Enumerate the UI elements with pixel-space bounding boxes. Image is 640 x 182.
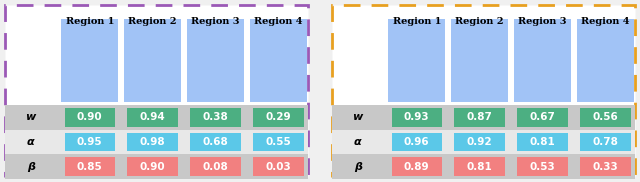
Bar <box>5 105 308 130</box>
FancyBboxPatch shape <box>127 108 178 127</box>
Text: α: α <box>27 137 35 147</box>
FancyBboxPatch shape <box>191 157 241 176</box>
Bar <box>388 19 445 102</box>
Text: 0.85: 0.85 <box>77 162 102 172</box>
FancyBboxPatch shape <box>127 157 178 176</box>
FancyBboxPatch shape <box>191 108 241 127</box>
FancyBboxPatch shape <box>454 133 505 151</box>
Text: Region 1: Region 1 <box>392 17 441 26</box>
FancyBboxPatch shape <box>65 133 115 151</box>
Text: 0.78: 0.78 <box>593 137 618 147</box>
Text: 0.94: 0.94 <box>140 112 166 122</box>
Bar <box>451 19 508 102</box>
FancyBboxPatch shape <box>191 133 241 151</box>
Text: 0.55: 0.55 <box>266 137 291 147</box>
FancyBboxPatch shape <box>5 5 308 177</box>
FancyBboxPatch shape <box>454 157 505 176</box>
Text: 0.90: 0.90 <box>140 162 166 172</box>
FancyBboxPatch shape <box>580 157 630 176</box>
Bar <box>5 154 308 179</box>
Text: Region 4: Region 4 <box>581 17 630 26</box>
Text: Region 3: Region 3 <box>191 17 240 26</box>
Text: Region 1: Region 1 <box>65 17 114 26</box>
Text: 0.08: 0.08 <box>203 162 228 172</box>
FancyBboxPatch shape <box>253 108 304 127</box>
FancyBboxPatch shape <box>392 157 442 176</box>
Text: 0.81: 0.81 <box>530 137 556 147</box>
FancyBboxPatch shape <box>65 108 115 127</box>
Text: 0.56: 0.56 <box>593 112 618 122</box>
Text: β: β <box>27 162 35 172</box>
Bar <box>124 19 181 102</box>
Text: β: β <box>354 162 362 172</box>
Text: 0.53: 0.53 <box>530 162 556 172</box>
FancyBboxPatch shape <box>332 5 635 177</box>
FancyBboxPatch shape <box>454 108 505 127</box>
Bar <box>332 154 635 179</box>
Bar <box>187 19 244 102</box>
FancyBboxPatch shape <box>517 157 568 176</box>
FancyBboxPatch shape <box>517 133 568 151</box>
Text: 0.89: 0.89 <box>404 162 429 172</box>
Text: 0.93: 0.93 <box>404 112 429 122</box>
Text: Region 3: Region 3 <box>518 17 567 26</box>
FancyBboxPatch shape <box>65 157 115 176</box>
Text: 0.92: 0.92 <box>467 137 492 147</box>
FancyBboxPatch shape <box>580 108 630 127</box>
Text: 0.87: 0.87 <box>467 112 493 122</box>
FancyBboxPatch shape <box>253 133 304 151</box>
Bar <box>5 130 308 154</box>
Text: w: w <box>26 112 36 122</box>
Bar <box>61 19 118 102</box>
FancyBboxPatch shape <box>253 157 304 176</box>
FancyBboxPatch shape <box>392 133 442 151</box>
Text: 0.98: 0.98 <box>140 137 166 147</box>
Bar <box>332 105 635 130</box>
Text: 0.81: 0.81 <box>467 162 493 172</box>
Text: 0.67: 0.67 <box>530 112 556 122</box>
FancyBboxPatch shape <box>392 108 442 127</box>
Text: 0.03: 0.03 <box>266 162 291 172</box>
Text: 0.96: 0.96 <box>404 137 429 147</box>
FancyBboxPatch shape <box>517 108 568 127</box>
Bar <box>577 19 634 102</box>
Text: 0.68: 0.68 <box>203 137 228 147</box>
Text: Region 4: Region 4 <box>254 17 303 26</box>
FancyBboxPatch shape <box>580 133 630 151</box>
Text: 0.95: 0.95 <box>77 137 102 147</box>
Text: Region 2: Region 2 <box>129 17 177 26</box>
Bar <box>514 19 571 102</box>
Text: w: w <box>353 112 363 122</box>
Bar <box>332 130 635 154</box>
Text: 0.33: 0.33 <box>593 162 618 172</box>
Text: α: α <box>354 137 362 147</box>
Bar <box>250 19 307 102</box>
FancyBboxPatch shape <box>127 133 178 151</box>
Text: 0.38: 0.38 <box>203 112 228 122</box>
Text: 0.29: 0.29 <box>266 112 291 122</box>
Text: Region 2: Region 2 <box>456 17 504 26</box>
Text: 0.90: 0.90 <box>77 112 102 122</box>
